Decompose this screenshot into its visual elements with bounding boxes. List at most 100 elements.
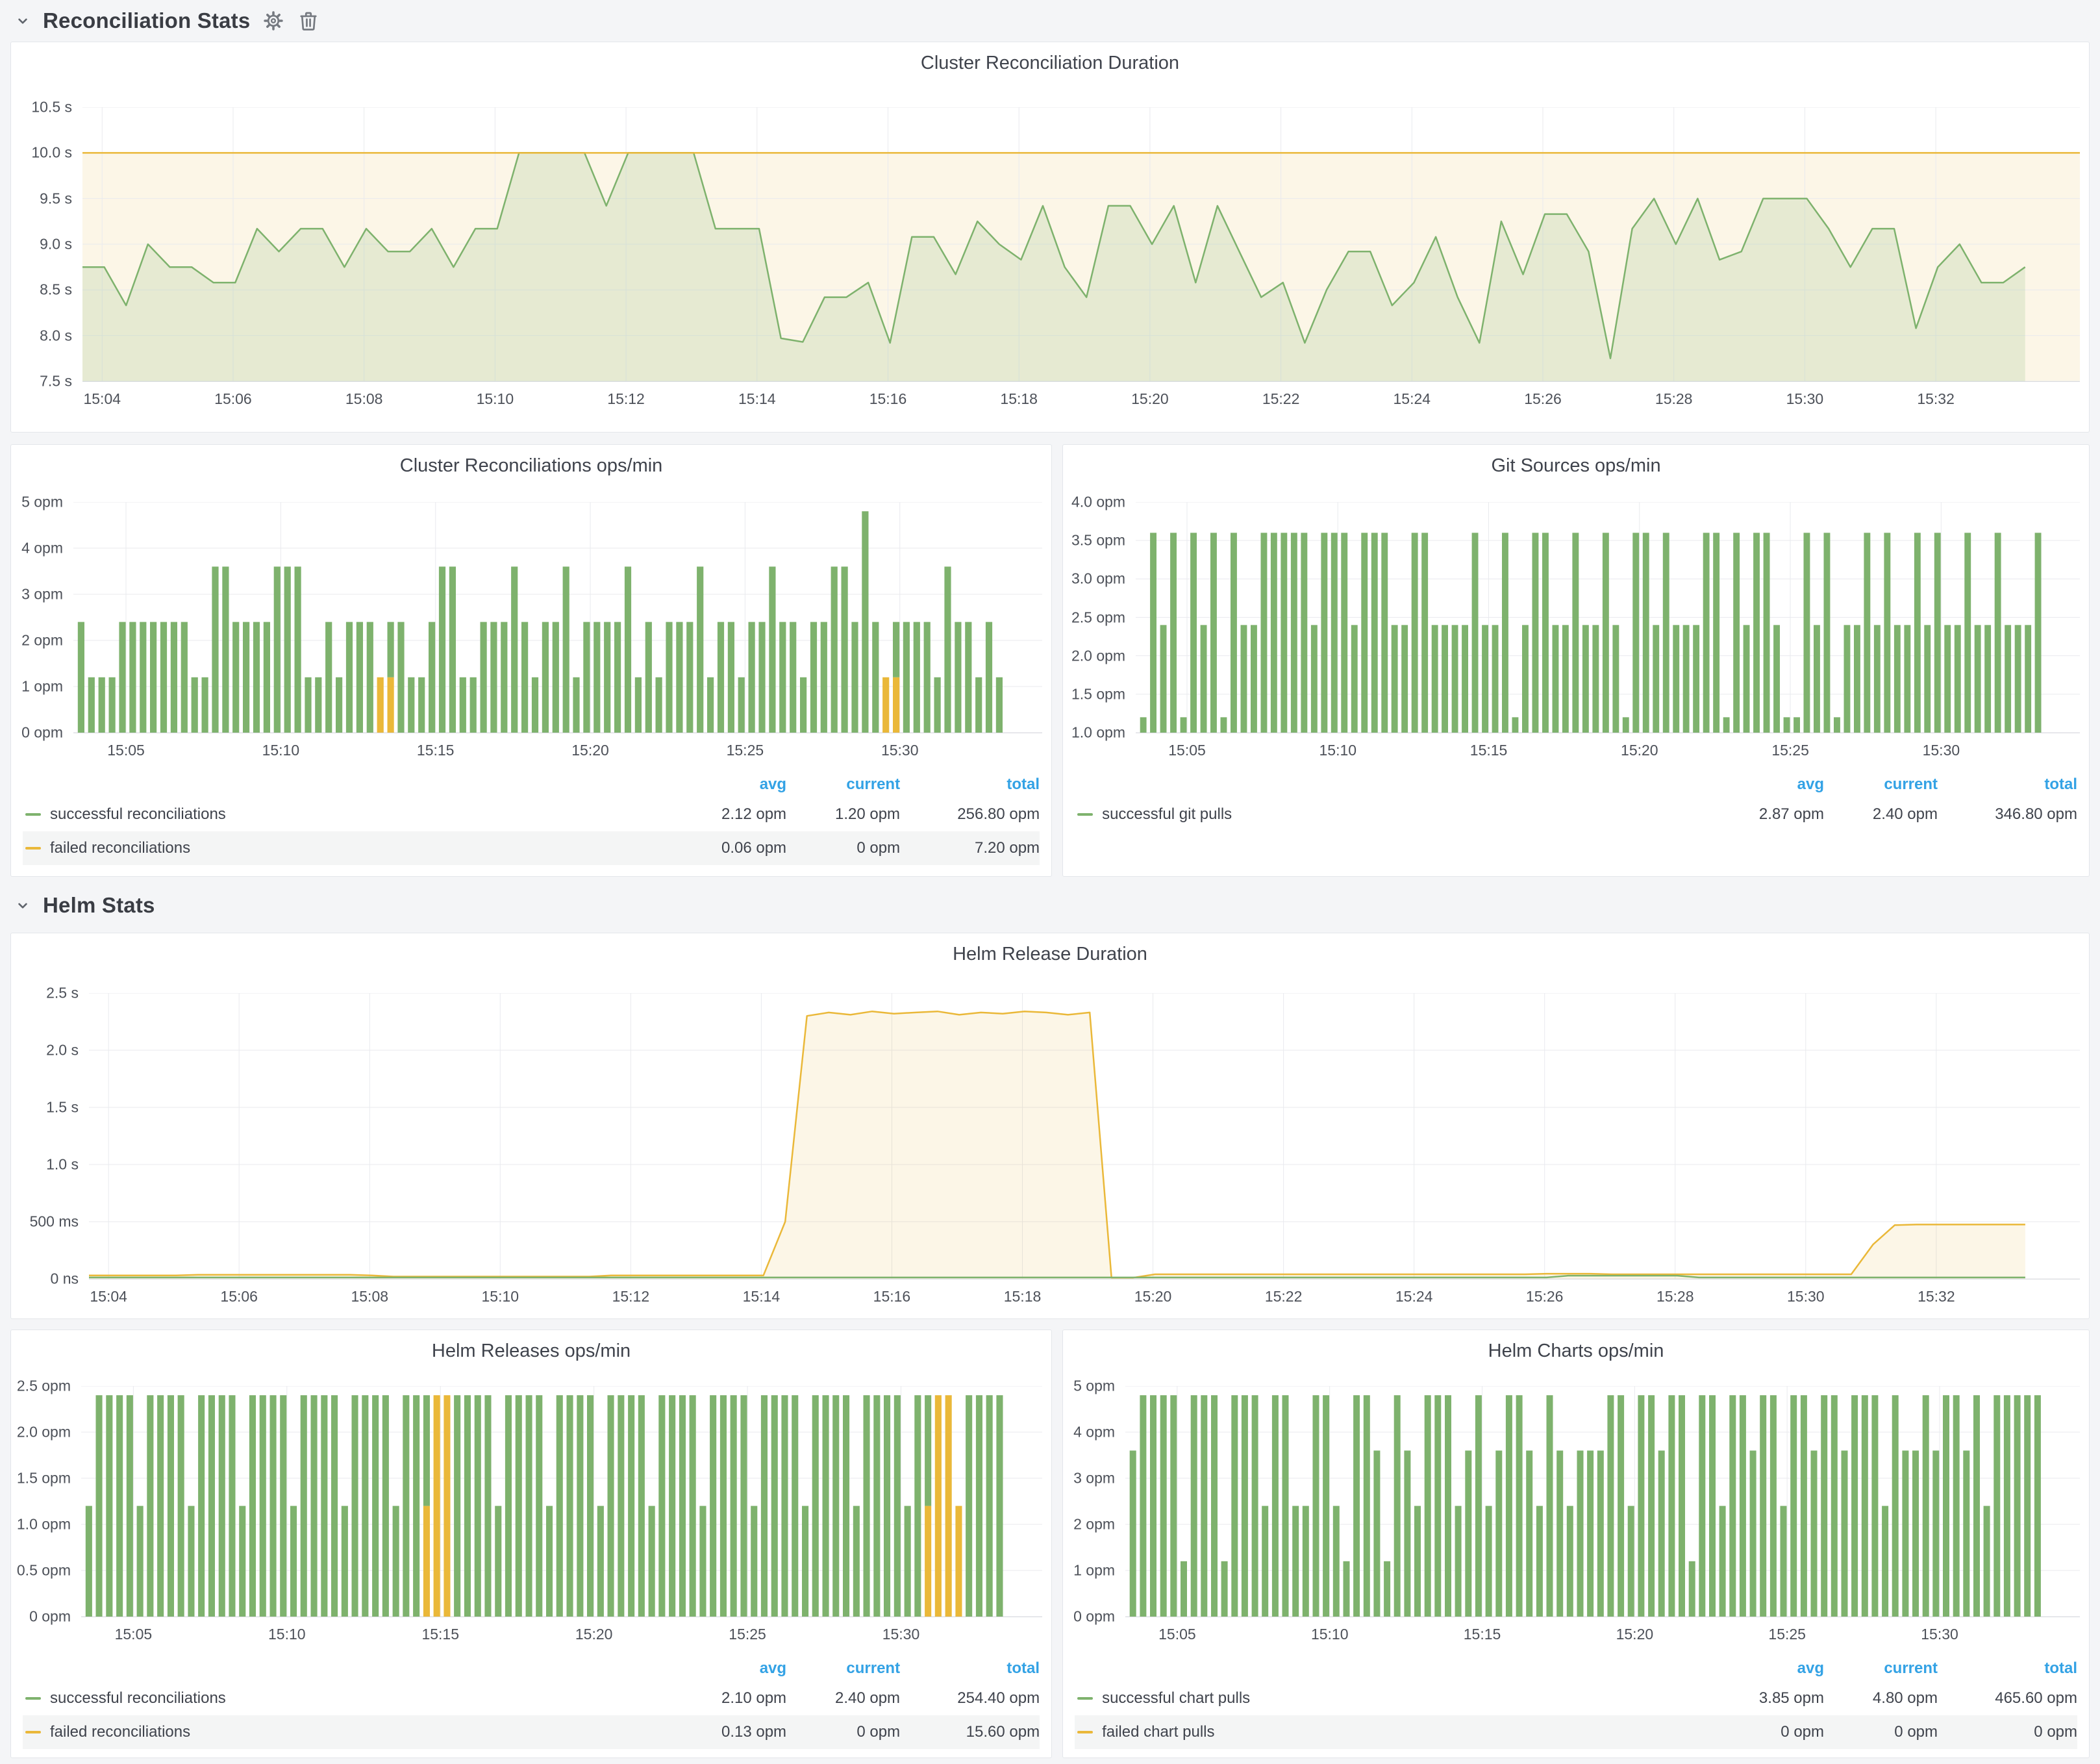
y-tick-label: 0 opm — [21, 724, 63, 741]
legend-series-label[interactable]: successful git pulls — [1075, 805, 1710, 824]
legend-series-name[interactable]: failed chart pulls — [1102, 1723, 1215, 1741]
gear-icon[interactable] — [262, 9, 285, 32]
panel-title[interactable]: Helm Releases ops/min — [431, 1341, 631, 1361]
legend-series-name[interactable]: successful git pulls — [1102, 805, 1232, 823]
chart-canvas[interactable] — [1136, 502, 2081, 733]
section-title[interactable]: Helm Stats — [43, 893, 155, 917]
chart-canvas[interactable] — [81, 1386, 1043, 1617]
x-tick-label: 15:06 — [214, 390, 252, 407]
panel-title[interactable]: Cluster Reconciliations ops/min — [399, 455, 663, 476]
y-tick-label: 7.5 s — [40, 372, 72, 390]
chevron-down-icon[interactable] — [14, 12, 31, 29]
legend-column-current[interactable]: current — [1884, 1659, 1938, 1677]
y-axis: 2.5 opm 2.0 opm 1.5 opm 1.0 opm 0.5 opm 0 opm — [11, 1378, 81, 1625]
legend-series-color-dash — [1077, 1731, 1094, 1733]
legend-series-label[interactable]: successful reconciliations — [23, 1689, 673, 1707]
y-tick-label: 5 opm — [1073, 1377, 1116, 1394]
legend-header-row: avg current total — [1075, 772, 2077, 798]
legend-column-avg[interactable]: avg — [759, 1659, 787, 1677]
chart-canvas[interactable] — [89, 993, 2080, 1279]
x-tick-label: 15:12 — [607, 390, 645, 407]
legend-series-name[interactable]: successful reconciliations — [50, 1689, 226, 1707]
x-tick-label: 15:30 — [881, 742, 919, 759]
x-tick-label: 15:08 — [345, 390, 383, 407]
chevron-down-icon[interactable] — [14, 897, 31, 914]
y-tick-label: 1.5 s — [46, 1098, 79, 1116]
legend-row: failed reconciliations 0.06 opm 0 opm 7.20 … — [23, 831, 1040, 865]
panel-title[interactable]: Git Sources ops/min — [1491, 455, 1661, 476]
legend-series-color-dash — [25, 813, 41, 816]
x-tick-label: 15:05 — [114, 1626, 153, 1643]
cluster-reconciliation-duration-chart: 10.5 s 10.0 s 9.5 s 9.0 s 8.5 s 8.0 s 7.5 s 15:… — [11, 99, 2089, 414]
x-tick-label: 15:04 — [90, 1288, 127, 1305]
x-tick-label: 15:24 — [1393, 390, 1431, 407]
helm-charts-chart: 5 opm 4 opm 3 opm 2 opm 1 opm 0 opm 15:05 15:10… — [1063, 1378, 2089, 1649]
legend-stat-avg: 0.13 opm — [721, 1723, 787, 1741]
x-tick-label: 15:25 — [726, 742, 764, 759]
legend-series-label[interactable]: successful chart pulls — [1075, 1689, 1710, 1707]
legend-series-color-dash — [1077, 813, 1094, 816]
x-tick-label: 15:32 — [1917, 390, 1955, 407]
x-tick-label: 15:24 — [1395, 1288, 1433, 1305]
legend-row: successful git pulls 2.87 opm 2.40 opm 346.… — [1075, 798, 2077, 831]
x-tick-label: 15:22 — [1262, 390, 1300, 407]
legend-stat-total: 0 opm — [2034, 1723, 2077, 1741]
x-tick-label: 15:10 — [481, 1288, 519, 1305]
x-tick-label: 15:30 — [1786, 390, 1824, 407]
legend-header-row: avg current total — [23, 772, 1040, 798]
legend-column-avg[interactable]: avg — [1797, 1659, 1824, 1677]
helm-release-duration-chart: 2.5 s 2.0 s 1.5 s 1.0 s 500 ms 0 ns 15:04 15:06… — [11, 985, 2089, 1311]
chart-canvas[interactable] — [82, 107, 2080, 382]
legend-column-total[interactable]: total — [1006, 775, 1040, 793]
panel-title[interactable]: Helm Charts ops/min — [1488, 1341, 1664, 1361]
legend-column-avg[interactable]: avg — [1797, 775, 1824, 793]
y-tick-label: 1 opm — [1073, 1561, 1116, 1579]
chart-canvas[interactable] — [1125, 1386, 2081, 1617]
legend-helm-releases: avg current total successful reconciliation… — [23, 1656, 1040, 1749]
x-tick-label: 15:15 — [421, 1626, 459, 1643]
legend-column-current[interactable]: current — [846, 775, 901, 793]
legend-stat-total: 465.60 opm — [1995, 1689, 2077, 1707]
y-tick-label: 2 opm — [21, 631, 63, 649]
legend-row: successful chart pulls 3.85 opm 4.80 opm 46… — [1075, 1682, 2077, 1715]
panel-title[interactable]: Cluster Reconciliation Duration — [920, 53, 1180, 73]
legend-column-avg[interactable]: avg — [759, 775, 787, 793]
section-header-reconciliation-stats[interactable]: Reconciliation Stats — [10, 0, 2090, 42]
legend-column-current[interactable]: current — [1884, 775, 1938, 793]
y-tick-label: 8.5 s — [40, 281, 72, 298]
legend-series-label[interactable]: failed reconciliations — [23, 1723, 673, 1741]
legend-column-total[interactable]: total — [2044, 775, 2077, 793]
x-tick-label: 15:08 — [351, 1288, 389, 1305]
x-tick-label: 15:26 — [1525, 1288, 1564, 1305]
x-tick-label: 15:10 — [268, 1626, 306, 1643]
trash-icon[interactable] — [297, 9, 320, 32]
section-title[interactable]: Reconciliation Stats — [43, 8, 251, 32]
legend-series-name[interactable]: failed reconciliations — [50, 1723, 191, 1741]
x-tick-label: 15:25 — [729, 1626, 766, 1643]
x-tick-label: 15:20 — [1131, 390, 1169, 407]
legend-series-name[interactable]: successful reconciliations — [50, 805, 226, 823]
legend-stat-avg: 0.06 opm — [721, 839, 787, 857]
chart-canvas[interactable] — [73, 502, 1043, 733]
legend-stat-total: 7.20 opm — [974, 839, 1040, 857]
x-tick-label: 15:25 — [1768, 1626, 1806, 1643]
panel-helm-release-duration: Helm Release Duration 2.5 s 2.0 s 1.5 s 1.0… — [10, 933, 2090, 1319]
legend-header-row: avg current total — [23, 1656, 1040, 1682]
legend-series-label[interactable]: successful reconciliations — [23, 805, 673, 824]
y-tick-label: 4.0 opm — [1071, 493, 1126, 510]
section-header-helm-stats[interactable]: Helm Stats — [10, 887, 2090, 924]
legend-series-label[interactable]: failed reconciliations — [23, 839, 673, 857]
legend-column-total[interactable]: total — [1006, 1659, 1040, 1677]
legend-stat-current: 0 opm — [856, 1723, 901, 1741]
legend-column-total[interactable]: total — [2044, 1659, 2077, 1677]
legend-column-current[interactable]: current — [846, 1659, 901, 1677]
legend-series-name[interactable]: failed reconciliations — [50, 839, 191, 857]
panel-cluster-reconciliations-opm: Cluster Reconciliations ops/min 5 opm 4 o… — [10, 444, 1053, 877]
legend-stat-current: 0 opm — [856, 839, 901, 857]
legend-series-label[interactable]: failed chart pulls — [1075, 1723, 1710, 1741]
legend-series-name[interactable]: successful chart pulls — [1102, 1689, 1251, 1707]
x-tick-label: 15:18 — [1000, 390, 1038, 407]
y-tick-label: 0 opm — [1073, 1607, 1116, 1625]
panel-title[interactable]: Helm Release Duration — [953, 944, 1147, 964]
